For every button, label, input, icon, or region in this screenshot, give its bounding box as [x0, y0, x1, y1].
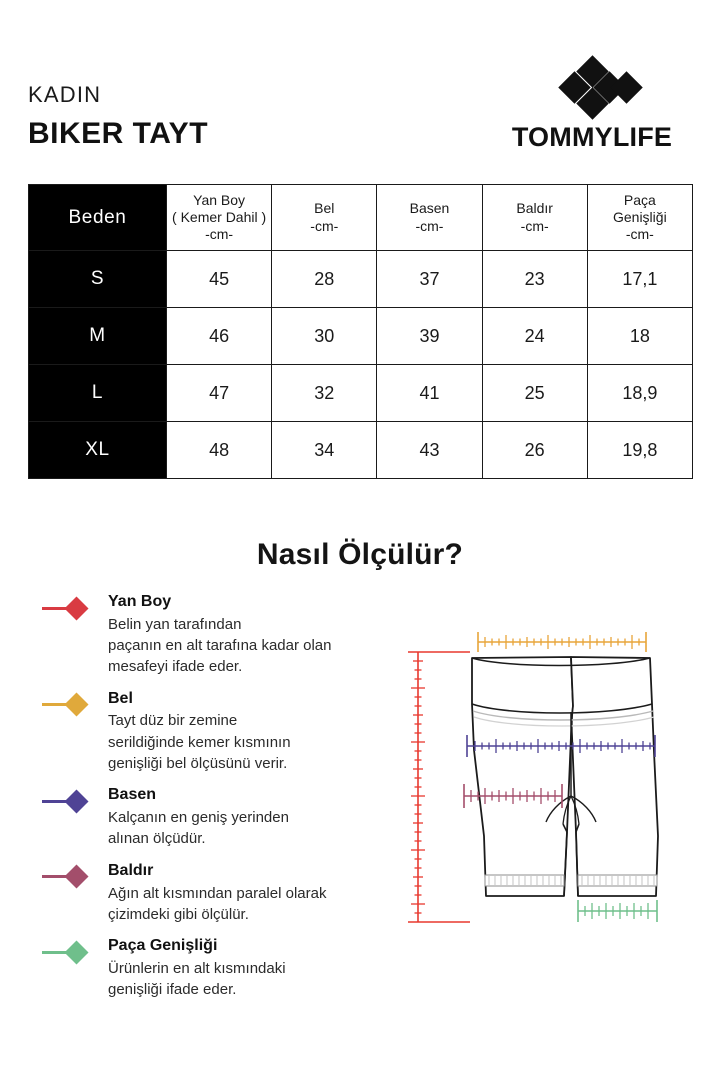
table-header-yan-boy: Yan Boy ( Kemer Dahil ) -cm- — [165, 184, 273, 251]
size-label-s: S — [28, 250, 167, 308]
basen-ruler — [466, 735, 656, 757]
cell-s-basen: 37 — [376, 250, 483, 308]
page-title: BIKER TAYT — [28, 117, 209, 150]
diamond-marker-icon — [42, 864, 98, 889]
cell-l-basen: 41 — [376, 364, 483, 422]
cell-m-yan-boy: 46 — [165, 307, 273, 365]
legend-name-bel: Bel — [108, 689, 133, 707]
cell-l-baldir: 25 — [481, 364, 588, 422]
legend-item-baldir: Baldır Ağın alt kısmından paralel olarak… — [42, 861, 382, 925]
legend-desc-paca-genisligi: Ürünlerin en alt kısmındaki genişliği if… — [108, 959, 286, 999]
table-header-baldir: Baldır -cm- — [481, 184, 588, 251]
table-header-basen-line1: Basen — [409, 200, 450, 217]
legend-desc-baldir: Ağın alt kısmından paralel olarak çizimd… — [108, 884, 327, 923]
size-label-l: L — [28, 364, 167, 422]
legend-name-basen: Basen — [108, 786, 157, 804]
legend-desc-yan-boy: Belin yan tarafından paçanın en alt tara… — [108, 615, 332, 676]
table-row: S 45 28 37 23 17,1 — [28, 250, 693, 308]
cell-m-baldir: 24 — [481, 307, 588, 365]
legend-name-yan-boy: Yan Boy — [108, 593, 172, 610]
yan-boy-ruler — [408, 651, 470, 923]
table-header-baldir-unit: -cm- — [520, 217, 549, 234]
cell-m-basen: 39 — [376, 307, 483, 365]
brand-name: TOMMYLIFE — [511, 122, 673, 152]
cell-s-paca: 17,1 — [586, 250, 693, 308]
brand-logo: TOMMYLIFE — [492, 55, 692, 170]
table-header-yan-boy-line2: ( Kemer Dahil ) — [172, 208, 267, 225]
cell-l-paca: 18,9 — [586, 364, 693, 422]
cell-s-bel: 28 — [271, 250, 378, 308]
table-header-paca-line2: Genişliği — [612, 208, 667, 225]
table-header-bel-unit: -cm- — [310, 217, 339, 234]
cell-xl-paca: 19,8 — [586, 421, 693, 479]
diamond-marker-icon — [42, 692, 98, 717]
table-header-row: Beden Yan Boy ( Kemer Dahil ) -cm- Bel -… — [28, 184, 693, 251]
cell-xl-yan-boy: 48 — [165, 421, 273, 479]
cell-xl-basen: 43 — [376, 421, 483, 479]
table-header-paca-line1: Paça — [623, 191, 656, 208]
page-header: KADIN BIKER TAYT TOMMYLIFE — [28, 55, 692, 170]
baldir-ruler — [463, 784, 563, 808]
legend-desc-basen: Kalçanın en geniş yerinden alınan ölçüdü… — [108, 809, 289, 848]
table-header-bel-line1: Bel — [314, 200, 335, 217]
title-block: KADIN BIKER TAYT — [28, 84, 208, 149]
cell-l-yan-boy: 47 — [165, 364, 273, 422]
size-table: Beden Yan Boy ( Kemer Dahil ) -cm- Bel -… — [28, 184, 693, 479]
legend-item-bel: Bel Tayt düz bir zemine serildiğinde kem… — [42, 689, 382, 775]
table-header-basen-unit: -cm- — [415, 217, 444, 234]
table-header-yan-boy-line1: Yan Boy — [193, 191, 246, 208]
diamond-marker-icon — [42, 940, 98, 965]
legend-item-paca-genisligi: Paça Genişliği Ürünlerin en alt kısmında… — [42, 936, 382, 1000]
table-row: M 46 30 39 24 18 — [28, 307, 693, 365]
cell-xl-bel: 34 — [271, 421, 378, 479]
how-to-measure-title: Nasıl Ölçülür? — [256, 538, 464, 571]
diamond-marker-icon — [42, 789, 98, 814]
diamond-cluster-logo-icon — [553, 55, 643, 120]
table-header-paca-unit: -cm- — [625, 226, 654, 243]
size-label-xl: XL — [28, 421, 167, 479]
legend-name-baldir: Baldır — [108, 861, 154, 879]
cell-m-paca: 18 — [586, 307, 693, 365]
table-header-beden-label: Beden — [68, 206, 127, 228]
table-header-baldir-line1: Baldır — [516, 200, 553, 217]
measurement-legend: Yan Boy Belin yan tarafından paçanın en … — [42, 592, 382, 1012]
table-header-bel: Bel -cm- — [271, 184, 378, 251]
cell-s-yan-boy: 45 — [165, 250, 273, 308]
legend-item-basen: Basen Kalçanın en geniş yerinden alınan … — [42, 785, 382, 849]
table-row: L 47 32 41 25 18,9 — [28, 364, 693, 422]
size-label-m: M — [28, 307, 167, 365]
table-header-beden: Beden — [28, 184, 167, 251]
bel-ruler — [477, 632, 647, 652]
biker-shorts-technical-drawing-icon — [396, 600, 706, 1000]
table-header-basen: Basen -cm- — [376, 184, 483, 251]
diamond-marker-icon — [42, 595, 98, 621]
cell-s-baldir: 23 — [481, 250, 588, 308]
table-header-yan-boy-unit: -cm- — [205, 226, 234, 243]
cell-l-bel: 32 — [271, 364, 378, 422]
legend-item-yan-boy: Yan Boy Belin yan tarafından paçanın en … — [42, 592, 382, 678]
cell-xl-baldir: 26 — [481, 421, 588, 479]
legend-name-paca-genisligi: Paça Genişliği — [108, 937, 218, 955]
table-header-paca-genisligi: Paça Genişliği -cm- — [586, 184, 693, 251]
table-row: XL 48 34 43 26 19,8 — [28, 421, 693, 479]
cell-m-bel: 30 — [271, 307, 378, 365]
legend-desc-bel: Tayt düz bir zemine serildiğinde kemer k… — [108, 712, 291, 773]
category-kicker: KADIN — [28, 82, 102, 107]
paca-genisligi-ruler — [577, 900, 658, 922]
